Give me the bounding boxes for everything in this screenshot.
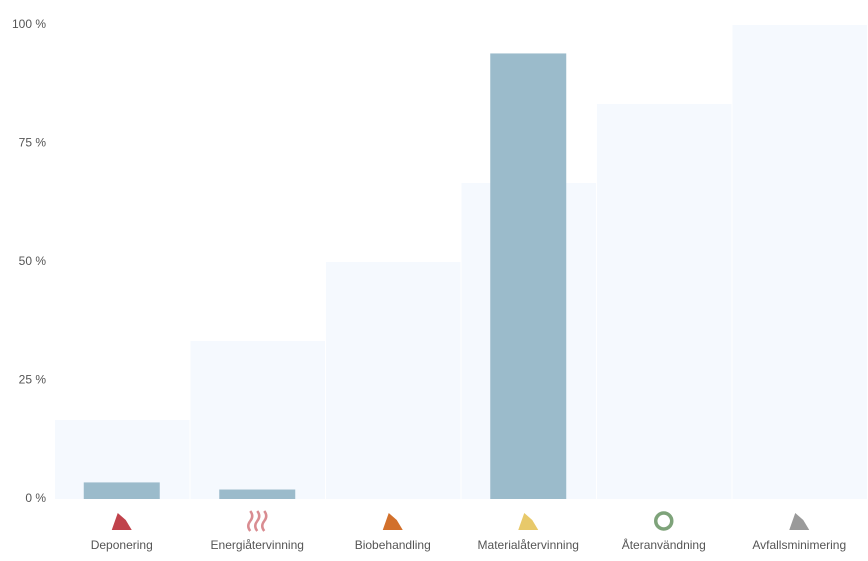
- bar: [490, 53, 567, 499]
- x-tick-label: Biobehandling: [355, 538, 431, 552]
- x-tick-label: Energiåtervinning: [211, 538, 304, 552]
- icon: [254, 510, 261, 532]
- bar: [219, 489, 296, 499]
- icon: [518, 513, 539, 530]
- x-tick-label: Återanvändning: [622, 537, 706, 552]
- x-tick-label: Avfallsminimering: [752, 538, 846, 552]
- bar: [83, 482, 160, 499]
- step-background: [190, 341, 325, 499]
- x-tick-label: Materialåtervinning: [478, 538, 579, 552]
- step-background: [326, 262, 461, 499]
- step-background: [597, 104, 732, 499]
- y-tick-label: 25 %: [19, 373, 47, 387]
- icon: [111, 513, 132, 530]
- y-tick-label: 50 %: [19, 254, 47, 268]
- y-tick-label: 75 %: [19, 136, 47, 150]
- x-tick-label: Deponering: [91, 538, 153, 552]
- step-background: [732, 25, 867, 499]
- y-tick-label: 100 %: [12, 17, 46, 31]
- icon: [789, 513, 810, 530]
- y-tick-label: 0 %: [25, 491, 46, 505]
- icon: [654, 511, 674, 531]
- icon: [382, 513, 403, 530]
- icon: [247, 510, 254, 532]
- icon: [261, 510, 268, 532]
